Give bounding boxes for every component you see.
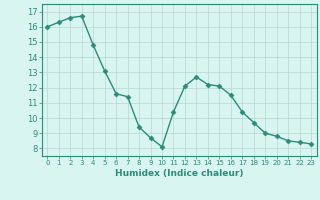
X-axis label: Humidex (Indice chaleur): Humidex (Indice chaleur) (115, 169, 244, 178)
